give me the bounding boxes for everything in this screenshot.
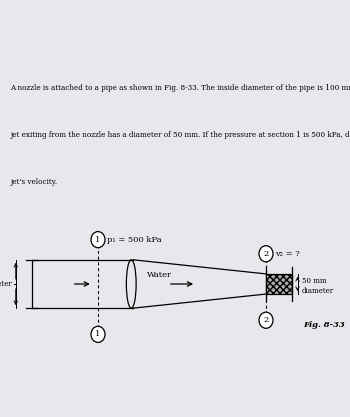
Text: v₂ = ?: v₂ = ? xyxy=(275,250,300,258)
Text: jet exiting from the nozzle has a diameter of 50 mm. If the pressure at section : jet exiting from the nozzle has a diamet… xyxy=(10,131,350,139)
Text: Fig. 8-33: Fig. 8-33 xyxy=(303,322,345,329)
Circle shape xyxy=(259,246,273,262)
Text: 2: 2 xyxy=(263,250,269,258)
Text: 2: 2 xyxy=(263,316,269,324)
Circle shape xyxy=(91,326,105,342)
Text: 1: 1 xyxy=(95,330,101,338)
Text: 50 mm: 50 mm xyxy=(302,277,327,285)
Text: diameter: diameter xyxy=(302,287,334,295)
Text: 100-mm diameter: 100-mm diameter xyxy=(0,280,12,288)
Bar xyxy=(266,274,292,294)
Text: jet's velocity.: jet's velocity. xyxy=(10,178,58,186)
Circle shape xyxy=(259,312,273,328)
Text: 1: 1 xyxy=(95,236,101,244)
Text: Water: Water xyxy=(147,271,172,279)
Text: p₁ = 500 kPa: p₁ = 500 kPa xyxy=(107,236,162,244)
Text: A nozzle is attached to a pipe as shown in Fig. 8-33. The inside diameter of the: A nozzle is attached to a pipe as shown … xyxy=(10,84,350,93)
Circle shape xyxy=(91,231,105,248)
